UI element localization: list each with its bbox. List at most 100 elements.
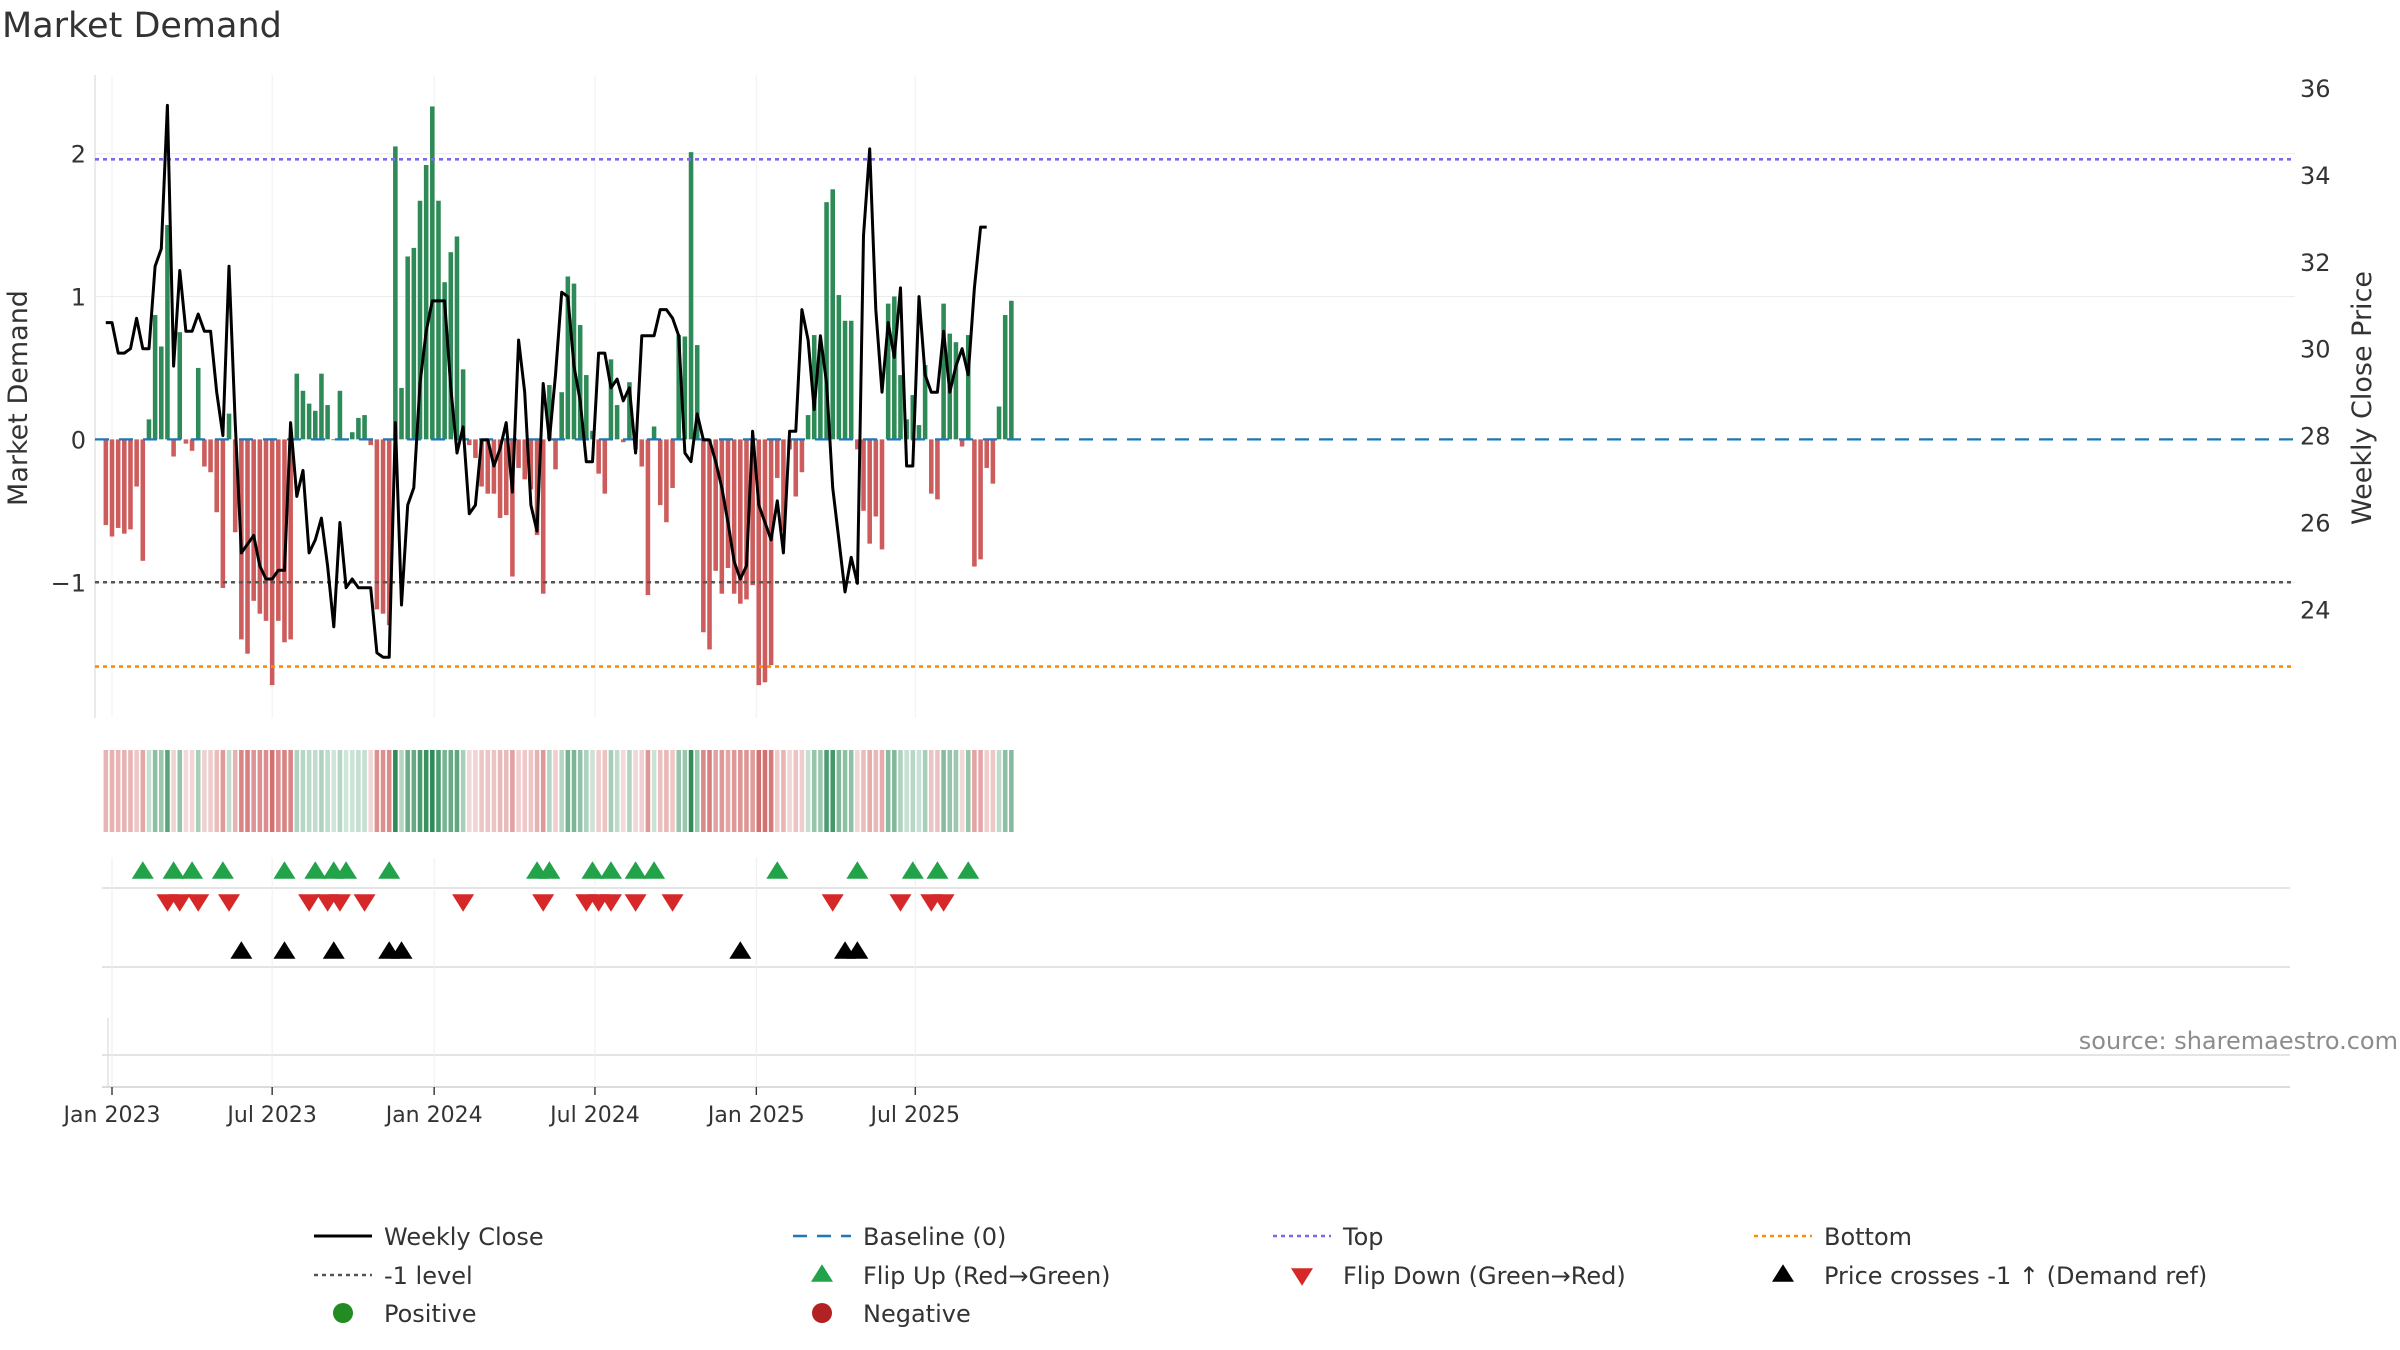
weekly-close-line [105, 103, 987, 659]
heat-cell [848, 750, 854, 832]
demand-bar [183, 439, 189, 444]
demand-bar [639, 439, 645, 467]
right-tick-label: 30 [2300, 336, 2331, 364]
heat-cell [584, 750, 589, 832]
flip-down-marker [821, 894, 844, 912]
heat-cell [356, 750, 361, 832]
demand-bar [590, 430, 595, 440]
demand-bar [694, 345, 700, 440]
demand-bar [393, 146, 398, 440]
heat-cell [682, 750, 688, 832]
legend-label: Flip Down (Green→Red) [1343, 1262, 1626, 1290]
flip-up-marker [162, 861, 185, 879]
demand-bar [621, 439, 626, 443]
demand-bar [177, 332, 183, 440]
heat-cell [775, 750, 780, 832]
flip-down-marker [452, 894, 475, 912]
heat-cell [947, 750, 953, 832]
heat-cell [454, 750, 460, 832]
demand-bar [719, 439, 725, 594]
heat-cell [830, 750, 835, 832]
legend-label: Weekly Close [384, 1223, 544, 1251]
demand-bars [103, 106, 1014, 686]
demand-bar [362, 415, 367, 440]
demand-bar [454, 236, 460, 440]
demand-bar [189, 439, 195, 451]
heat-cell [842, 750, 848, 832]
heat-cell [460, 750, 466, 832]
demand-bar [115, 439, 121, 528]
demand-bar [744, 439, 749, 600]
heat-cell [208, 750, 213, 832]
left-axis-label: Market Demand [3, 290, 34, 506]
heat-cell [257, 750, 263, 832]
demand-bar [873, 439, 879, 517]
right-tick-label: 26 [2300, 509, 2331, 537]
demand-bar [565, 276, 571, 440]
demand-bar [528, 439, 534, 490]
heat-cell [972, 750, 977, 832]
demand-bar [984, 439, 989, 468]
demand-bar [959, 439, 965, 447]
demand-bar [848, 320, 854, 440]
heat-cell [553, 750, 558, 832]
heat-cell [768, 750, 774, 832]
demand-bar [134, 439, 139, 487]
cross-marker [273, 941, 296, 959]
heat-cell [319, 750, 324, 832]
demand-bar [916, 425, 922, 440]
heat-cell [276, 750, 281, 832]
demand-bar [996, 406, 1002, 440]
heat-cell [195, 750, 201, 832]
left-tick-label: 0 [71, 426, 86, 454]
demand-bar [553, 439, 558, 470]
flip-markers [102, 858, 2290, 1088]
heat-cell [565, 750, 571, 832]
demand-bar [220, 439, 226, 588]
heat-cell [571, 750, 577, 832]
demand-bar [405, 256, 410, 440]
demand-bar [898, 375, 903, 440]
legend-label: Negative [863, 1300, 971, 1328]
heat-cell [787, 750, 792, 832]
legend-item: Price crosses -1 ↑ (Demand ref) [1772, 1262, 2207, 1290]
demand-bar [306, 403, 312, 440]
demand-bar [602, 439, 608, 494]
heat-cell [559, 750, 564, 832]
demand-bar [251, 439, 256, 601]
demand-bar [910, 395, 916, 440]
heat-cell [645, 750, 651, 832]
heat-cell [855, 750, 860, 832]
heat-cell [491, 750, 497, 832]
heat-cell [282, 750, 287, 832]
heat-cell [516, 750, 521, 832]
demand-bar [805, 415, 811, 440]
demand-bar [676, 335, 681, 440]
flip-up-marker [846, 861, 869, 879]
heat-cell [189, 750, 195, 832]
demand-bar [503, 439, 509, 516]
demand-bar [701, 439, 706, 633]
legend-swatch-tri-up [811, 1264, 833, 1282]
demand-bar [670, 439, 675, 488]
legend-item: Top [1273, 1223, 1384, 1251]
x-axis: Jan 2023 Jul 2023 Jan 2024 Jul 2024 Jan 2025… [62, 1087, 960, 1128]
demand-bar [331, 439, 337, 441]
heat-cell [547, 750, 552, 832]
heat-cell [590, 750, 595, 832]
heat-cell [245, 750, 250, 832]
heat-cell [362, 750, 367, 832]
demand-bar [325, 405, 330, 440]
demand-bar [349, 432, 355, 440]
heat-cell [417, 750, 423, 832]
heat-cell [731, 750, 737, 832]
heat-cell [423, 750, 429, 832]
demand-bar [399, 387, 404, 440]
demand-bar [929, 439, 934, 494]
legend-item: Negative [812, 1300, 971, 1328]
heat-cell [405, 750, 410, 832]
demand-bar [165, 225, 170, 440]
heat-cell [725, 750, 731, 832]
demand-bar [319, 373, 324, 440]
